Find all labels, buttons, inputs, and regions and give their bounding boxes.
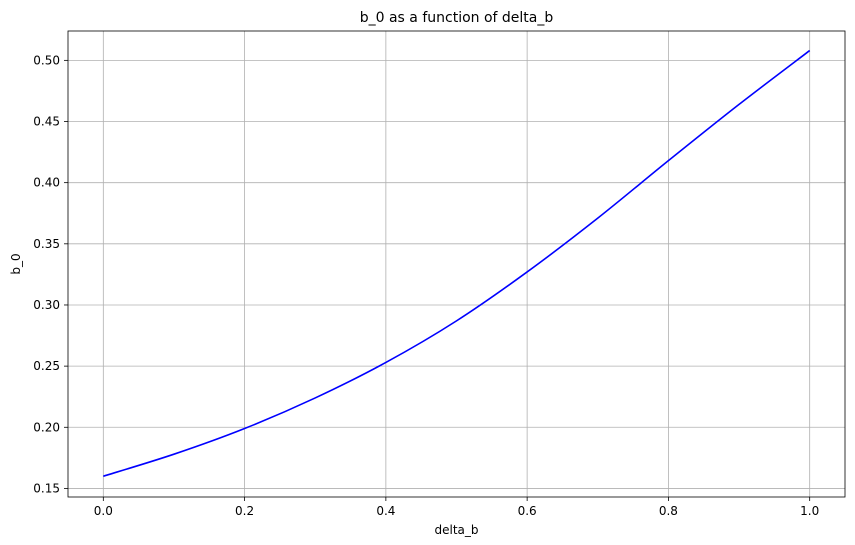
plot-frame	[67, 30, 846, 498]
grid-layer	[68, 31, 845, 497]
x-tick-label: 0.2	[235, 504, 254, 518]
x-axis-label: delta_b	[434, 523, 478, 537]
y-tick-label: 0.50	[33, 53, 60, 67]
x-tick-label: 1.0	[800, 504, 819, 518]
ticks-layer: 0.0 0.2 0.4 0.6 0.8 1.0 0.15 0.20 0.25 0.30 0.35 0.…	[33, 53, 819, 518]
x-tick-label: 0.0	[94, 504, 113, 518]
y-tick-label: 0.25	[33, 359, 60, 373]
y-tick-label: 0.20	[33, 420, 60, 434]
y-tick-label: 0.15	[33, 481, 60, 495]
series-layer	[103, 49, 811, 477]
x-tick-label: 0.8	[659, 504, 678, 518]
y-tick-label: 0.40	[33, 176, 60, 190]
x-tick-label: 0.4	[376, 504, 395, 518]
chart-title: b_0 as a function of delta_b	[360, 10, 554, 26]
x-tick-label: 0.6	[518, 504, 537, 518]
y-axis-label: b_0	[9, 253, 23, 274]
series-line	[103, 49, 811, 477]
y-tick-label: 0.35	[33, 237, 60, 251]
y-tick-label: 0.30	[33, 298, 60, 312]
y-tick-label: 0.45	[33, 115, 60, 129]
